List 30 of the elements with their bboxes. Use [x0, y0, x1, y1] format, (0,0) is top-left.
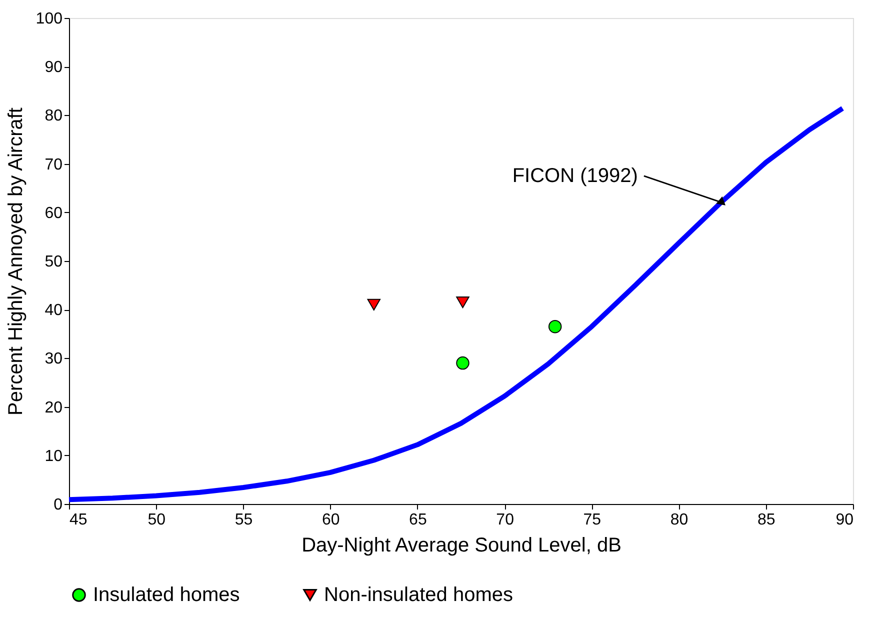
x-tick-label: 45 [70, 512, 88, 528]
y-axis-title: Percent Highly Annoyed by Aircraft [4, 107, 27, 416]
y-tick-label: 20 [44, 399, 63, 416]
point [548, 320, 562, 334]
y-tick-label: 10 [44, 448, 63, 465]
x-axis-title: Day-Night Average Sound Level, dB [302, 534, 622, 556]
x-tick-label: 65 [409, 512, 427, 528]
point [367, 298, 381, 311]
legend-label: Non-insulated homes [324, 584, 513, 606]
y-tick-label: 100 [36, 10, 63, 28]
y-tick-label: 30 [44, 350, 63, 368]
y-tick-label: 40 [44, 302, 63, 320]
y-tick-label: 60 [44, 204, 63, 222]
x-tick-label: 50 [148, 512, 166, 528]
x-tick-label: 70 [496, 512, 514, 528]
point [456, 356, 470, 370]
y-tick-label: 0 [54, 496, 63, 514]
y-tick-label: 70 [44, 156, 63, 174]
x-tick-label: 55 [234, 512, 253, 528]
x-tick-label: 85 [757, 512, 776, 528]
y-tick-label: 80 [44, 108, 63, 125]
annotation: FICON (1992) [512, 164, 638, 187]
point [456, 296, 470, 308]
x-tick-label: 80 [670, 512, 688, 528]
y-tick-label: 50 [44, 254, 63, 270]
x-tick-label: 60 [322, 512, 340, 528]
y-tick-label: 90 [44, 59, 63, 76]
x-tick-label: 75 [583, 512, 602, 528]
legend-label: Insulated homes [93, 584, 240, 606]
x-tick-label: 90 [836, 512, 854, 528]
